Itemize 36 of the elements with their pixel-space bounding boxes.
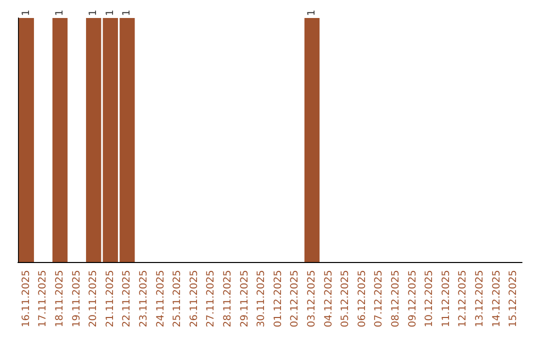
- x-tick-label: 16.11.2025: [20, 270, 32, 328]
- x-tick-label: 12.12.2025: [458, 270, 469, 328]
- x-tick-label: 29.11.2025: [239, 270, 250, 328]
- x-tick-label: 19.11.2025: [71, 270, 82, 328]
- x-tick-label: 09.12.2025: [407, 270, 418, 328]
- x-tick-label: 26.11.2025: [188, 270, 200, 328]
- x-tick-label: 21.11.2025: [104, 270, 116, 328]
- x-tick-label: 22.11.2025: [122, 270, 133, 328]
- x-tick-label: 08.12.2025: [390, 270, 402, 328]
- x-tick-label: 15.12.2025: [508, 270, 520, 328]
- data-label: 1: [122, 10, 133, 16]
- x-tick-label: 01.12.2025: [272, 270, 284, 328]
- x-tick-label: 10.12.2025: [424, 270, 436, 328]
- data-label: 1: [54, 10, 66, 16]
- x-tick-label: 20.11.2025: [88, 270, 100, 328]
- x-tick-label: 24.11.2025: [155, 270, 166, 328]
- x-tick-label: 27.11.2025: [206, 270, 217, 328]
- x-tick-label: 17.11.2025: [38, 270, 49, 328]
- x-tick-label: 23.11.2025: [138, 270, 150, 328]
- x-tick-label: 28.11.2025: [222, 270, 234, 328]
- data-label: 1: [20, 10, 32, 16]
- data-label: 1: [88, 10, 100, 16]
- x-tick-label: 30.11.2025: [256, 270, 268, 328]
- x-tick-label: 05.12.2025: [340, 270, 352, 328]
- x-tick-label: 13.12.2025: [474, 270, 486, 328]
- x-tick-label: 04.12.2025: [323, 270, 334, 328]
- x-tick-label: 25.11.2025: [172, 270, 184, 328]
- x-tick-label: 07.12.2025: [374, 270, 385, 328]
- x-tick-label: 06.12.2025: [356, 270, 368, 328]
- x-tick-label: 11.12.2025: [440, 270, 452, 328]
- x-tick-label: 18.11.2025: [54, 270, 66, 328]
- x-tick-label: 02.12.2025: [290, 270, 301, 328]
- data-label: 1: [104, 10, 116, 16]
- x-tick-label: 03.12.2025: [306, 270, 318, 328]
- data-label: 1: [306, 10, 318, 16]
- x-tick-label: 14.12.2025: [491, 270, 502, 328]
